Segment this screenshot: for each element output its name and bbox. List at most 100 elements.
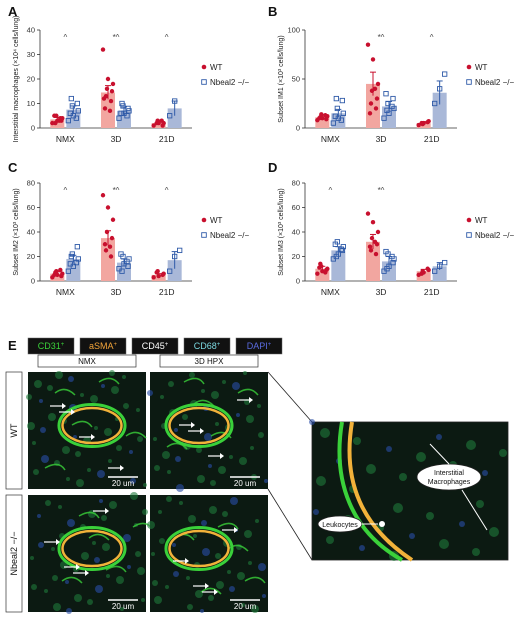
vessel-smooth-muscle	[168, 529, 230, 568]
data-point	[110, 217, 116, 222]
stain-label: aSMA+	[89, 341, 118, 351]
data-point	[384, 266, 390, 272]
data-point	[68, 253, 74, 260]
data-point	[59, 273, 64, 279]
legend-wt-marker	[466, 64, 472, 70]
vessel-endothelium	[164, 402, 234, 449]
vessel-endothelium	[164, 525, 234, 572]
data-point	[65, 268, 71, 274]
data-point	[432, 100, 438, 107]
row-label-box: Nbeal2 −/−	[5, 494, 23, 613]
legend-ko-marker	[466, 232, 472, 238]
data-point	[432, 268, 438, 274]
x-tick-label: 3D	[111, 134, 122, 144]
stain-label: CD45+	[142, 341, 169, 351]
y-tick-label: 60	[292, 203, 300, 212]
data-point	[167, 113, 173, 119]
micrograph-nbeal2-3d-hpx: 20 um	[147, 495, 268, 613]
data-point	[334, 105, 340, 112]
panel-letter: D	[268, 160, 277, 175]
vessel-smooth-muscle	[61, 529, 123, 568]
stain-label: CD31+	[38, 341, 65, 351]
data-point	[338, 117, 344, 123]
y-tick-label: 80	[292, 179, 300, 188]
significance-mark: *^	[113, 186, 120, 195]
data-point	[315, 271, 320, 276]
legend-ko-marker	[201, 79, 207, 85]
data-point	[102, 106, 108, 111]
data-point	[110, 81, 116, 87]
y-tick-label: 0	[296, 124, 300, 133]
data-point	[369, 235, 375, 241]
data-point	[103, 248, 109, 253]
data-point	[116, 115, 122, 121]
x-tick-label: 3D	[376, 287, 387, 297]
leukocyte-cell	[379, 521, 385, 527]
stain-chip-cd31: CD31+	[27, 337, 75, 355]
data-point	[367, 111, 373, 116]
data-point	[339, 247, 345, 254]
data-point	[124, 113, 130, 119]
x-tick-label: 3D	[111, 287, 122, 297]
data-point	[330, 120, 336, 126]
data-point	[339, 97, 345, 104]
data-point	[57, 118, 62, 123]
micrograph-wt-nmx: 20 um	[26, 370, 147, 489]
x-tick-label: 21D	[424, 287, 440, 297]
data-point	[333, 95, 339, 102]
data-point	[317, 116, 322, 121]
data-point	[374, 96, 380, 101]
data-point	[324, 116, 329, 122]
data-point	[75, 108, 81, 114]
bar	[50, 273, 65, 281]
data-point	[58, 267, 63, 273]
x-tick-label: NMX	[56, 287, 75, 297]
micrograph-nbeal2-nmx: 20 um	[28, 492, 154, 614]
y-axis-label: Subset IM1 (×10³ cells/lung)	[278, 35, 285, 122]
data-point	[102, 242, 108, 247]
callout-arrow	[461, 489, 488, 531]
data-point	[370, 220, 376, 225]
data-point	[107, 244, 113, 249]
x-tick-label: 21D	[159, 134, 175, 144]
vessel-smooth-muscle	[168, 406, 230, 445]
bar	[66, 109, 81, 128]
stain-chip-dapi: DAPI+	[235, 337, 283, 355]
data-point	[105, 205, 111, 210]
data-point	[100, 193, 106, 198]
data-point	[390, 259, 396, 266]
data-point	[104, 229, 110, 235]
y-tick-label: 10	[27, 99, 35, 108]
data-point	[332, 113, 338, 119]
significance-mark: ^	[165, 33, 169, 42]
data-point	[389, 103, 395, 110]
data-point	[53, 120, 58, 126]
bar	[331, 250, 346, 281]
data-point	[365, 42, 371, 47]
data-point	[69, 103, 75, 109]
data-point	[160, 272, 165, 278]
x-tick-label: 21D	[424, 134, 440, 144]
bar	[167, 260, 182, 281]
data-point	[154, 120, 159, 126]
data-point	[340, 110, 346, 116]
row-label-box: WT	[5, 371, 23, 490]
scale-bar-label: 20 um	[112, 602, 135, 611]
y-tick-label: 0	[31, 124, 35, 133]
stain-chip-cd45: CD45+	[131, 337, 179, 355]
data-point	[367, 244, 373, 249]
significance-mark: ^	[328, 186, 332, 195]
vessel-endothelium	[337, 421, 403, 562]
condition-label: NMX	[78, 357, 96, 366]
callout-leukocytes: Leukocytes	[317, 515, 385, 533]
data-point	[323, 270, 328, 275]
data-point	[73, 115, 79, 121]
data-point	[67, 261, 73, 267]
data-point	[425, 266, 430, 271]
y-tick-label: 60	[27, 203, 35, 212]
panel-e: E CD31+ aSMA+ CD45+ CD68+ DAPI+ NMX 3D HPX WT Nbe…	[5, 337, 509, 614]
data-point	[389, 253, 395, 260]
condition-header: NMX	[37, 354, 137, 368]
x-tick-label: NMX	[321, 134, 340, 144]
